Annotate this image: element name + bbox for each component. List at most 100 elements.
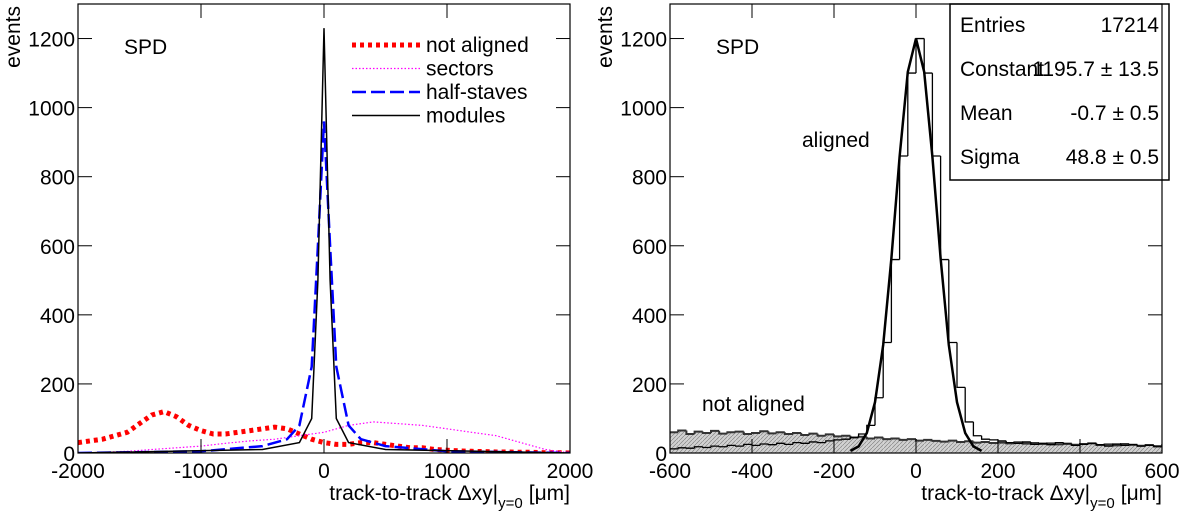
hist-bin-fill <box>900 440 908 453</box>
hist-bin-fill <box>916 441 924 453</box>
hist-bin <box>1055 443 1063 444</box>
hist-bin <box>982 442 990 443</box>
hist-bin-fill <box>1129 445 1137 453</box>
y-tick-label: 400 <box>632 305 667 328</box>
x-tick-label: -200 <box>813 460 855 483</box>
hist-bin <box>941 156 949 260</box>
legend-label: not aligned <box>426 34 529 57</box>
hist-bin <box>932 73 940 156</box>
hist-bin <box>834 434 842 436</box>
stats-value: 48.8 ± 0.5 <box>1066 146 1159 169</box>
hist-bin-fill <box>957 442 965 453</box>
annotation: aligned <box>802 129 870 152</box>
hist-bin <box>1072 444 1080 445</box>
hist-bin <box>1154 445 1162 446</box>
hist-bin <box>842 439 850 440</box>
hist-bin <box>768 431 776 433</box>
annotation: not aligned <box>702 393 805 416</box>
legend-label: half-staves <box>426 81 528 104</box>
x-axis-label: track-to-track Δxy|y=0[μm] <box>329 482 570 512</box>
hist-bin <box>932 440 940 441</box>
hist-bin <box>842 436 850 437</box>
hist-bin <box>867 437 875 439</box>
hist-bin-fill <box>736 432 744 453</box>
y-axis-label: events <box>594 6 617 68</box>
hist-bin <box>801 443 809 444</box>
y-axis-label: events <box>2 6 25 68</box>
annotation: SPD <box>124 36 167 59</box>
hist-bin <box>1047 443 1055 444</box>
hist-bin <box>1162 446 1170 447</box>
hist-bin-fill <box>727 432 735 453</box>
stats-label: Sigma <box>960 146 1020 169</box>
x-axis-label: track-to-track Δxy|y=0[μm] <box>921 482 1162 512</box>
hist-bin-fill <box>801 435 809 453</box>
hist-bin <box>777 432 785 433</box>
hist-bin <box>719 446 727 447</box>
x-tick-label: -400 <box>731 460 773 483</box>
hist-bin <box>957 342 965 387</box>
hist-bin <box>1146 445 1154 446</box>
hist-bin-fill <box>809 434 817 453</box>
stats-value: 1195.7 ± 13.5 <box>1032 58 1159 81</box>
hist-bin <box>908 73 916 156</box>
y-tick-label: 0 <box>655 443 667 466</box>
y-tick-label: 200 <box>632 374 667 397</box>
hist-bin <box>736 432 744 433</box>
hist-bin <box>891 438 899 439</box>
legend-label: sectors <box>426 58 494 81</box>
hist-bin-fill <box>670 432 678 453</box>
hist-bin-fill <box>768 433 776 453</box>
x-tick-label: 0 <box>910 460 922 483</box>
hist-bin <box>686 431 694 434</box>
hist-bin <box>719 431 727 434</box>
x-tick-label: 1000 <box>424 460 471 483</box>
hist-bin <box>1129 445 1137 446</box>
hist-bin-fill <box>908 439 916 453</box>
y-tick-label: 1000 <box>620 98 667 121</box>
legend-label: modules <box>426 105 505 128</box>
hist-bin-fill <box>1080 444 1088 453</box>
plot-frame <box>78 4 570 453</box>
hist-bin <box>1162 445 1170 446</box>
hist-bin-fill <box>1064 444 1072 453</box>
y-tick-label: 1200 <box>620 29 667 52</box>
hist-bin <box>982 436 990 439</box>
x-tick-label: -1000 <box>174 460 228 483</box>
hist-bin <box>916 439 924 440</box>
x-tick-label: 2000 <box>547 460 594 483</box>
hist-bin-fill <box>990 443 998 453</box>
hist-bin-fill <box>932 441 940 453</box>
hist-bin-fill <box>924 440 932 453</box>
hist-bin-fill <box>686 434 694 453</box>
hist-bin <box>768 444 776 445</box>
y-tick-label: 1000 <box>28 98 75 121</box>
hist-bin-fill <box>883 439 891 453</box>
hist-bin-fill <box>695 432 703 453</box>
x-label-main: track-to-track Δxy| <box>329 482 498 505</box>
hist-bin-fill <box>744 434 752 453</box>
hist-bin-fill <box>891 438 899 453</box>
hist-bin-fill <box>752 433 760 453</box>
hist-bin-fill <box>982 442 990 453</box>
hist-bin <box>973 422 981 436</box>
annotation: SPD <box>716 36 759 59</box>
hist-bin-fill <box>875 437 883 453</box>
hist-bin-fill <box>777 432 785 453</box>
hist-bin <box>941 441 949 442</box>
y-tick-label: 800 <box>40 167 75 190</box>
hist-bin <box>900 438 908 439</box>
hist-bin <box>1014 443 1022 444</box>
hist-bin-fill <box>941 442 949 453</box>
hist-bin-fill <box>711 431 719 453</box>
hist-bin-fill <box>1137 446 1145 453</box>
hist-bin <box>703 432 711 433</box>
hist-bin <box>973 441 981 442</box>
hist-bin-fill <box>998 443 1006 453</box>
hist-bin <box>900 156 908 260</box>
hist-bin-fill <box>867 438 875 453</box>
hist-bin-fill <box>834 436 842 453</box>
x-label-main: track-to-track Δxy| <box>921 482 1090 505</box>
hist-bin <box>924 39 932 74</box>
x-tick-label: 400 <box>1062 460 1097 483</box>
